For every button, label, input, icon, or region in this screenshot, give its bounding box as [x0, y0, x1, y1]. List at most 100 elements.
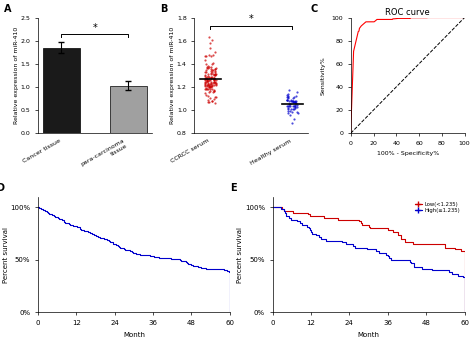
High(≥1.235): [408, 261, 413, 265]
Point: [291, 105, 299, 110]
Point: [210, 82, 218, 88]
High(≥1.235): [429, 268, 435, 272]
Low(<1.235): [358, 221, 364, 225]
Line: High(≥1.235): High(≥1.235): [273, 207, 465, 312]
Point: [284, 110, 292, 116]
Y-axis label: Percent survival: Percent survival: [3, 227, 9, 283]
High(≥1.235): [307, 228, 313, 232]
Point: [208, 61, 215, 67]
Point: [283, 103, 291, 109]
Point: [205, 53, 213, 58]
Point: [207, 53, 214, 59]
Point: [205, 71, 212, 77]
Point: [292, 103, 299, 108]
Point: [203, 77, 210, 82]
Point: [201, 73, 209, 79]
Bar: [110, 86, 146, 133]
Point: [207, 81, 215, 87]
Point: [211, 49, 219, 55]
Text: A: A: [4, 4, 11, 14]
Point: [284, 94, 292, 100]
Point: [204, 63, 211, 68]
Point: [207, 70, 214, 75]
Point: [207, 74, 215, 80]
Point: [292, 93, 300, 99]
Point: [293, 89, 301, 94]
Point: [202, 68, 210, 73]
High(≥1.235): [460, 275, 465, 279]
Point: [202, 87, 210, 92]
Point: [205, 84, 212, 90]
Point: [204, 82, 211, 87]
Y-axis label: Relative expression of miR-410: Relative expression of miR-410: [14, 27, 19, 124]
Point: [286, 87, 293, 93]
Point: [209, 80, 216, 86]
High(≥1.235): [319, 237, 324, 241]
Low(<1.235): [270, 205, 275, 210]
Point: [205, 89, 213, 95]
Point: [206, 84, 213, 90]
Point: [292, 98, 300, 104]
Point: [201, 72, 209, 78]
Point: [283, 98, 291, 103]
Point: [201, 77, 209, 83]
Point: [204, 98, 212, 103]
High(≥1.235): [407, 259, 412, 264]
Point: [292, 99, 299, 105]
Point: [207, 40, 214, 46]
Line: Low(<1.235): Low(<1.235): [273, 207, 465, 312]
High(≥1.235): [447, 270, 452, 274]
Point: [208, 75, 215, 81]
Point: [287, 106, 294, 111]
Point: [290, 106, 297, 112]
Point: [286, 101, 293, 107]
Point: [283, 92, 291, 98]
Point: [286, 103, 293, 109]
Point: [203, 76, 210, 81]
Point: [292, 100, 300, 105]
Point: [289, 103, 296, 108]
Low(<1.235): [442, 244, 447, 248]
Point: [208, 84, 215, 90]
High(≥1.235): [288, 217, 294, 221]
Point: [285, 101, 293, 107]
Low(<1.235): [458, 249, 464, 253]
High(≥1.235): [364, 247, 369, 251]
Point: [212, 71, 219, 77]
Point: [285, 103, 293, 109]
Point: [289, 106, 297, 112]
High(≥1.235): [339, 240, 345, 244]
Point: [291, 99, 298, 105]
Point: [210, 75, 218, 81]
Low(<1.235): [402, 240, 408, 244]
Point: [205, 34, 213, 40]
Low(<1.235): [335, 217, 341, 221]
X-axis label: 100% - Specificity%: 100% - Specificity%: [376, 151, 439, 156]
Point: [202, 86, 210, 91]
Point: [205, 77, 212, 83]
Point: [211, 100, 219, 106]
High(≥1.235): [411, 265, 417, 269]
Low(<1.235): [290, 211, 296, 215]
High(≥1.235): [411, 263, 417, 267]
Point: [203, 76, 210, 82]
Point: [284, 108, 292, 114]
Point: [211, 71, 219, 77]
Point: [284, 106, 292, 111]
Point: [206, 88, 213, 94]
Point: [294, 111, 301, 116]
High(≥1.235): [374, 249, 379, 253]
Point: [284, 104, 292, 109]
Point: [211, 81, 219, 86]
Point: [289, 95, 297, 101]
Point: [210, 87, 218, 92]
Point: [202, 75, 210, 81]
Low(<1.235): [321, 216, 327, 220]
Point: [210, 79, 218, 85]
Point: [205, 99, 212, 105]
Point: [204, 86, 212, 92]
High(≥1.235): [283, 214, 289, 218]
Y-axis label: Percent survival: Percent survival: [237, 227, 243, 283]
Low(<1.235): [279, 207, 285, 211]
Point: [207, 45, 214, 51]
